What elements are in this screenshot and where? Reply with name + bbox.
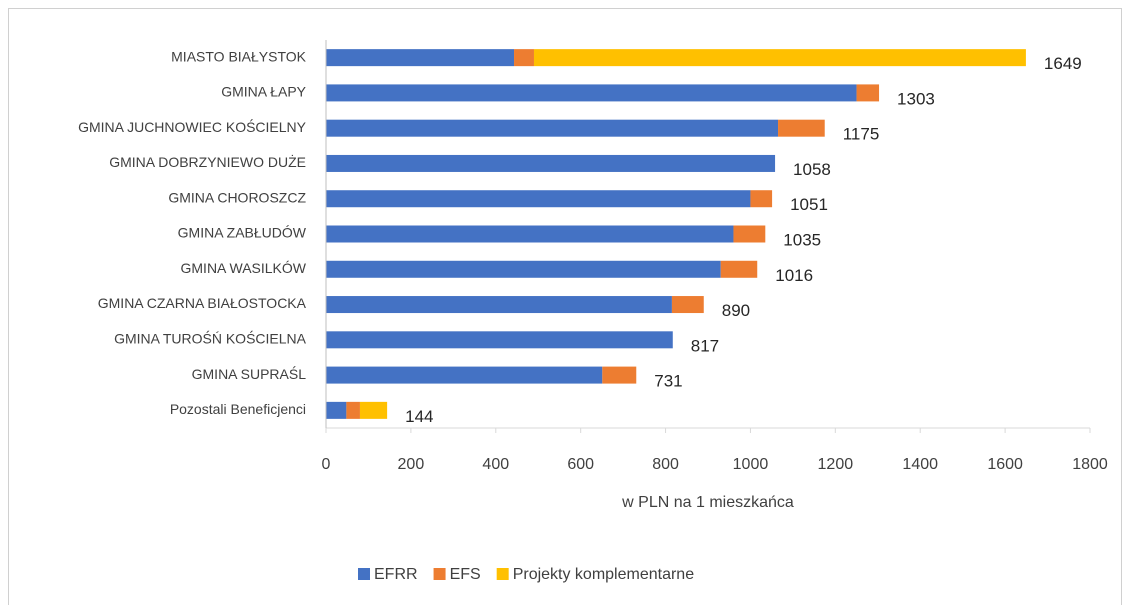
bar-segment (514, 49, 534, 67)
legend-swatch (496, 568, 509, 580)
bar-segment (326, 84, 857, 102)
total-label: 1303 (897, 89, 935, 108)
total-label: 1016 (775, 266, 813, 285)
bar-segment (602, 366, 637, 384)
bar-segment (326, 260, 721, 278)
total-label: 1649 (1044, 54, 1082, 73)
total-label: 144 (405, 407, 433, 426)
total-label: 817 (691, 336, 719, 355)
bar-segment (326, 225, 734, 243)
x-tick-label: 0 (322, 456, 331, 473)
bar-segment (326, 154, 776, 172)
y-tick-label: MIASTO BIAŁYSTOK (171, 48, 307, 64)
y-tick-label: GMINA CHOROSZCZ (168, 189, 306, 205)
bar-segment (346, 401, 360, 419)
total-label: 890 (722, 301, 750, 320)
bar-segment (326, 190, 751, 208)
bar-segment (856, 84, 880, 102)
chart-border (8, 8, 1122, 605)
x-tick-label: 1600 (987, 456, 1023, 473)
bar-segment (326, 49, 515, 67)
bar-segment (326, 331, 673, 349)
bar-segment (733, 225, 766, 243)
total-label: 1175 (843, 125, 880, 144)
y-tick-label: GMINA JUCHNOWIEC KOŚCIELNY (78, 118, 307, 135)
x-tick-label: 1400 (902, 456, 938, 473)
total-label: 1051 (790, 195, 828, 214)
y-tick-label: GMINA SUPRAŚL (192, 365, 307, 382)
bar-segment (778, 119, 825, 137)
bar-segment (326, 401, 347, 419)
bar-segment (359, 401, 388, 419)
x-tick-label: 400 (482, 456, 509, 473)
bar-segment (326, 296, 672, 314)
total-label: 1058 (793, 160, 831, 179)
y-tick-label: GMINA ZABŁUDÓW (178, 225, 307, 241)
x-tick-label: 600 (567, 456, 594, 473)
bar-segment (533, 49, 1026, 67)
x-tick-label: 200 (398, 456, 425, 473)
total-label: 731 (654, 372, 682, 391)
legend-label: EFRR (374, 566, 418, 583)
legend-label: EFS (450, 566, 481, 583)
bar-segment (326, 119, 779, 137)
y-tick-label: GMINA TUROŚŃ KOŚCIELNA (114, 330, 307, 347)
x-tick-label: 1800 (1072, 456, 1108, 473)
total-label: 1035 (783, 230, 821, 249)
y-tick-label: GMINA WASILKÓW (181, 260, 307, 276)
x-tick-label: 1200 (818, 456, 854, 473)
y-tick-label: GMINA DOBRZYNIEWO DUŻE (109, 153, 306, 170)
y-tick-label: Pozostali Beneficjenci (170, 401, 306, 417)
bar-segment (326, 366, 603, 384)
legend-swatch (433, 568, 446, 580)
x-tick-label: 1000 (733, 456, 769, 473)
y-tick-label: GMINA CZARNA BIAŁOSTOCKA (98, 295, 307, 311)
bar-segment (720, 260, 758, 278)
bar-segment (671, 296, 704, 314)
y-tick-label: GMINA ŁAPY (221, 84, 306, 100)
x-axis-title: w PLN na 1 mieszkańca (621, 494, 794, 511)
legend-label: Projekty komplementarne (513, 566, 695, 583)
x-tick-label: 800 (652, 456, 679, 473)
legend-swatch (358, 568, 370, 580)
bar-segment (750, 190, 773, 208)
